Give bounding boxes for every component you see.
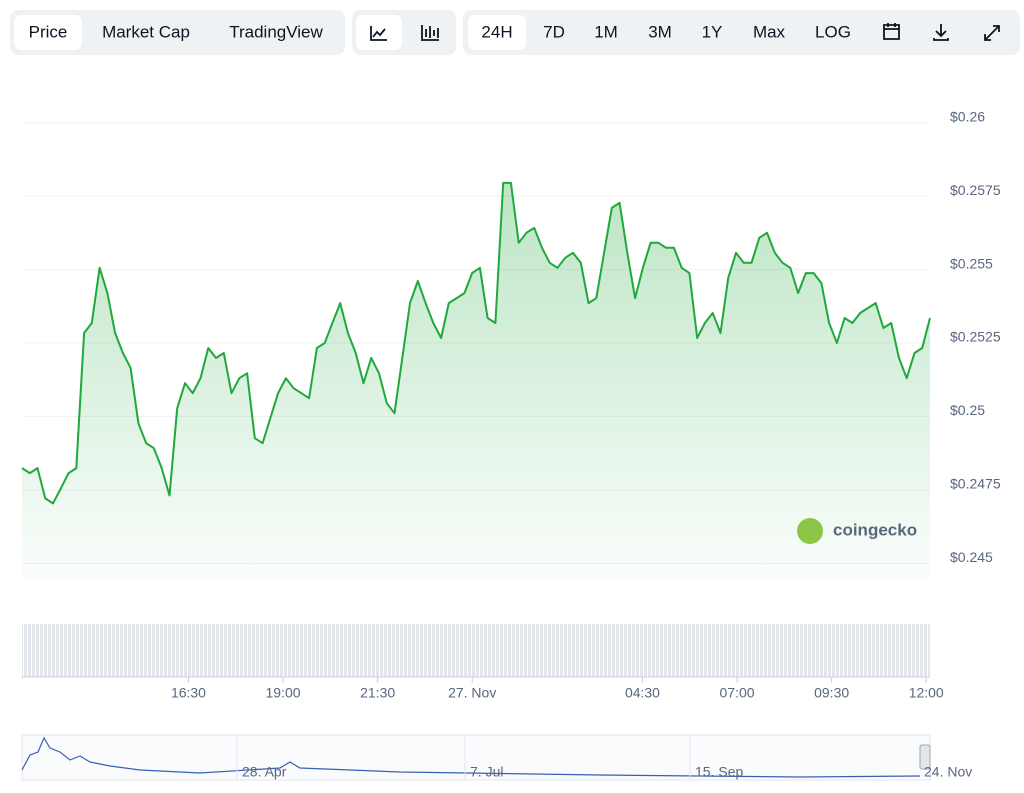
logo	[797, 518, 823, 544]
button[interactable]: Price	[29, 22, 68, 41]
range-button[interactable]: 1Y	[702, 22, 723, 41]
fullscreen-icon[interactable]	[984, 25, 1000, 41]
y-tick-label: $0.2575	[950, 182, 1001, 198]
candle-icon[interactable]	[421, 25, 439, 41]
navigator-line	[21, 736, 921, 778]
y-tick-label: $0.25	[950, 402, 985, 418]
range-button[interactable]: 1M	[594, 22, 618, 41]
x-tick-label: 09:30	[814, 685, 849, 701]
x-tick-label: 04:30	[625, 685, 660, 701]
navigator-label: 28. Apr	[242, 764, 287, 780]
navigator	[21, 734, 931, 781]
line-icon-glyph	[370, 26, 387, 41]
price-line	[21, 181, 931, 505]
y-tick-label: $0.255	[950, 255, 993, 271]
y-tick-label: $0.2475	[950, 476, 1001, 492]
range-button[interactable]: Max	[753, 22, 786, 41]
active-range[interactable]	[468, 15, 526, 50]
x-tick-label: 19:00	[266, 685, 301, 701]
x-tick-label: 16:30	[171, 685, 206, 701]
watermark: coingecko	[833, 520, 917, 539]
button[interactable]: TradingView	[229, 22, 323, 41]
range-button[interactable]: LOG	[815, 22, 851, 41]
button[interactable]: Market Cap	[102, 22, 190, 41]
view-group	[10, 10, 345, 55]
navigator-handle[interactable]	[919, 744, 931, 770]
price-area	[22, 182, 930, 578]
x-tick-label: 21:30	[360, 685, 395, 701]
x-tick-label: 27. Nov	[448, 685, 496, 701]
line-icon[interactable]	[356, 15, 402, 50]
y-tick-label: $0.245	[950, 549, 993, 565]
active-button[interactable]	[14, 15, 82, 50]
navigator-label: 7. Jul	[470, 764, 503, 780]
download-icon[interactable]	[933, 24, 949, 41]
y-tick-label: $0.2525	[950, 329, 1001, 345]
navigator-label: 24. Nov	[924, 764, 972, 780]
y-tick-label: $0.26	[950, 108, 985, 124]
range-button[interactable]: 7D	[543, 22, 565, 41]
navigator-label: 15. Sep	[695, 764, 743, 780]
range-group	[463, 10, 1020, 55]
x-tick-label: 07:00	[720, 685, 755, 701]
x-tick-label: 12:00	[909, 685, 944, 701]
range-button[interactable]: 24H	[481, 22, 512, 41]
calendar-icon[interactable]	[883, 23, 900, 40]
volume-area	[22, 624, 930, 677]
range-button[interactable]: 3M	[648, 22, 672, 41]
